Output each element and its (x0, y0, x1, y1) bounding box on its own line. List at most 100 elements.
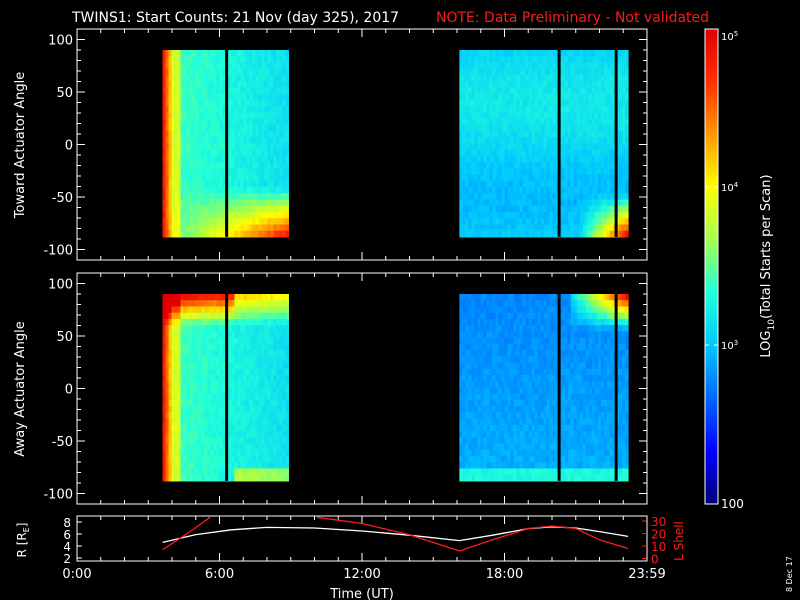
heatmap-cell (183, 124, 188, 132)
heatmap-cell (285, 325, 289, 332)
heatmap-cell (195, 62, 200, 70)
heatmap-cell (459, 137, 463, 145)
heatmap-cell (504, 137, 509, 145)
heatmap-cell (219, 294, 224, 301)
heatmap-cell (177, 224, 182, 232)
heatmap-cell (234, 149, 239, 157)
heatmap-cell (237, 106, 242, 113)
heatmap-cell (192, 431, 197, 438)
heatmap-cell (171, 193, 176, 201)
heatmap-cell (207, 218, 212, 226)
heatmap-cell (195, 162, 200, 169)
heatmap-cell (474, 300, 479, 308)
heatmap-cell (162, 155, 167, 163)
heatmap-cell (549, 168, 554, 176)
heatmap-cell (462, 155, 466, 163)
heatmap-cell (198, 312, 203, 320)
heatmap-cell (249, 462, 254, 470)
heatmap-cell (459, 318, 463, 326)
heatmap-cell (222, 325, 227, 332)
heatmap-cell (228, 399, 233, 407)
heatmap-cell (480, 137, 485, 145)
heatmap-cell (198, 368, 203, 376)
heatmap-cell (495, 81, 500, 88)
heatmap-cell (618, 50, 623, 57)
heatmap-cell (264, 106, 268, 113)
heatmap-cell (234, 424, 239, 432)
heatmap-cell (261, 337, 265, 345)
heatmap-cell (588, 199, 593, 207)
heatmap-cell (246, 168, 251, 176)
heatmap-cell (228, 362, 233, 370)
heatmap-cell (198, 187, 203, 194)
heatmap-cell (222, 312, 227, 320)
heatmap-cell (180, 81, 185, 88)
heatmap-cell (189, 211, 194, 219)
heatmap-cell (255, 174, 260, 182)
heatmap-cell (522, 130, 527, 138)
heatmap-cell (168, 99, 173, 107)
heatmap-cell (483, 356, 488, 364)
heatmap-cell (603, 162, 608, 169)
heatmap-cell (471, 381, 476, 389)
heatmap-cell (285, 230, 289, 238)
heatmap-cell (180, 174, 185, 182)
heatmap-cell (603, 224, 608, 232)
heatmap-cell (183, 230, 188, 238)
heatmap-cell (195, 387, 200, 395)
heatmap-cell (609, 118, 614, 126)
heatmap-cell (201, 81, 206, 88)
heatmap-cell (510, 155, 515, 163)
heatmap-cell (174, 74, 179, 82)
heatmap-cell (618, 211, 623, 219)
heatmap-cell (231, 312, 236, 320)
heatmap-cell (201, 218, 206, 226)
heatmap-cell (171, 187, 176, 194)
heatmap-cell (252, 112, 257, 120)
heatmap-cell (234, 180, 239, 188)
heatmap-cell (219, 337, 224, 345)
heatmap-cell (237, 162, 242, 169)
heatmap-cell (234, 449, 239, 457)
heatmap-cell (534, 431, 539, 438)
heatmap-cell (240, 462, 245, 470)
heatmap-cell (531, 162, 536, 169)
heatmap-cell (228, 318, 233, 326)
heatmap-cell (624, 180, 629, 188)
heatmap-cell (192, 50, 197, 57)
heatmap-cell (279, 162, 283, 169)
heatmap-cell (507, 50, 512, 57)
heatmap-cell (510, 418, 515, 426)
heatmap-cell (498, 62, 503, 70)
heatmap-cell (261, 137, 265, 145)
heatmap-cell (243, 449, 248, 457)
heatmap-cell (594, 50, 599, 57)
heatmap-cell (237, 294, 242, 301)
heatmap-cell (171, 312, 176, 320)
heatmap-cell (249, 62, 254, 70)
heatmap-cell (213, 462, 218, 470)
heatmap-cell (594, 137, 599, 145)
heatmap-cell (186, 474, 191, 482)
heatmap-cell (519, 224, 524, 232)
heatmap-cell (498, 374, 503, 382)
heatmap-cell (573, 93, 578, 101)
heatmap-cell (531, 106, 536, 113)
heatmap-cell (261, 325, 265, 332)
heatmap-cell (246, 406, 251, 413)
heatmap-cell (258, 199, 262, 207)
heatmap-cell (249, 130, 254, 138)
heatmap-cell (237, 205, 242, 213)
heatmap-cell (189, 350, 194, 357)
heatmap-cell (267, 424, 271, 432)
heatmap-cell (543, 74, 548, 82)
heatmap-cell (495, 187, 500, 194)
heatmap-cell (594, 62, 599, 70)
heatmap-cell (618, 62, 623, 70)
heatmap-cell (603, 174, 608, 182)
heatmap-cell (537, 337, 542, 345)
heatmap-cell (186, 124, 191, 132)
heatmap-cell (594, 174, 599, 182)
heatmap-cell (459, 306, 463, 314)
heatmap-cell (534, 468, 539, 476)
